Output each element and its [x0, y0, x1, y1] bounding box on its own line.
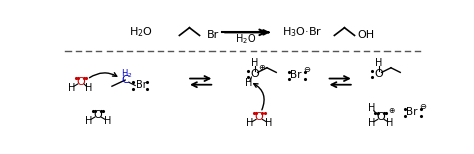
Text: $\ominus$: $\ominus$ — [303, 65, 311, 74]
Text: $\ominus$: $\ominus$ — [419, 102, 427, 111]
Text: O: O — [77, 77, 85, 87]
Text: H$_3$O·Br: H$_3$O·Br — [282, 25, 322, 39]
Text: $\oplus$: $\oplus$ — [258, 63, 266, 72]
Text: H: H — [251, 58, 258, 68]
Text: H: H — [85, 116, 92, 126]
Text: O: O — [374, 69, 383, 79]
Text: Br: Br — [207, 30, 219, 40]
Text: C: C — [121, 75, 129, 85]
Text: H$_2$O: H$_2$O — [129, 25, 153, 39]
Text: OH: OH — [357, 30, 375, 40]
Text: Br: Br — [406, 107, 418, 117]
Text: H: H — [104, 116, 111, 126]
Text: H: H — [68, 83, 75, 93]
Text: H: H — [265, 118, 272, 128]
Text: H: H — [245, 78, 252, 88]
Text: H: H — [246, 118, 254, 128]
Text: O: O — [376, 112, 385, 122]
Text: H: H — [368, 103, 375, 113]
Text: Br: Br — [136, 81, 147, 90]
Text: H: H — [386, 118, 394, 128]
Text: O: O — [250, 69, 259, 79]
Text: H$_2$O: H$_2$O — [236, 32, 256, 46]
Text: H: H — [85, 83, 92, 93]
Text: $\oplus$: $\oplus$ — [388, 106, 396, 115]
Text: H$_2$: H$_2$ — [121, 68, 132, 80]
Text: Br: Br — [290, 71, 301, 80]
Text: H: H — [368, 118, 375, 128]
Text: O: O — [255, 112, 264, 122]
Text: H: H — [375, 58, 382, 68]
Text: O: O — [94, 110, 102, 120]
